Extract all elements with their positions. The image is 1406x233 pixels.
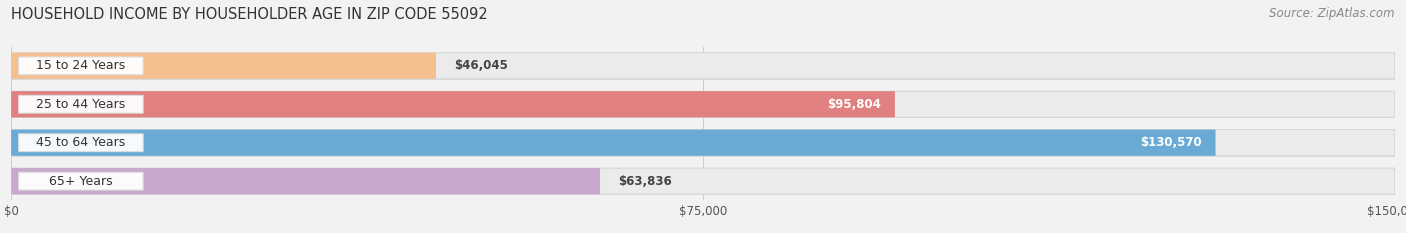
FancyBboxPatch shape xyxy=(18,95,143,113)
Text: $63,836: $63,836 xyxy=(619,175,672,188)
FancyBboxPatch shape xyxy=(11,168,600,194)
Bar xyxy=(11,53,436,79)
FancyBboxPatch shape xyxy=(18,172,143,190)
Text: 25 to 44 Years: 25 to 44 Years xyxy=(37,98,125,111)
Text: $95,804: $95,804 xyxy=(827,98,882,111)
FancyBboxPatch shape xyxy=(11,130,1395,156)
Text: $130,570: $130,570 xyxy=(1140,136,1202,149)
Bar xyxy=(11,168,600,194)
FancyBboxPatch shape xyxy=(18,57,143,75)
Bar xyxy=(11,130,1395,156)
FancyBboxPatch shape xyxy=(11,130,1216,156)
Bar xyxy=(11,168,1395,194)
FancyBboxPatch shape xyxy=(11,53,1395,79)
Text: 15 to 24 Years: 15 to 24 Years xyxy=(37,59,125,72)
Text: 45 to 64 Years: 45 to 64 Years xyxy=(37,136,125,149)
Text: $46,045: $46,045 xyxy=(454,59,508,72)
Text: 65+ Years: 65+ Years xyxy=(49,175,112,188)
Bar xyxy=(11,130,1216,156)
FancyBboxPatch shape xyxy=(18,134,143,152)
Text: HOUSEHOLD INCOME BY HOUSEHOLDER AGE IN ZIP CODE 55092: HOUSEHOLD INCOME BY HOUSEHOLDER AGE IN Z… xyxy=(11,7,488,22)
FancyBboxPatch shape xyxy=(11,91,1395,117)
Bar xyxy=(11,91,894,117)
FancyBboxPatch shape xyxy=(11,53,436,79)
Bar xyxy=(11,91,1395,117)
FancyBboxPatch shape xyxy=(11,168,1395,194)
Bar xyxy=(11,53,1395,79)
Text: Source: ZipAtlas.com: Source: ZipAtlas.com xyxy=(1270,7,1395,20)
FancyBboxPatch shape xyxy=(11,91,894,117)
